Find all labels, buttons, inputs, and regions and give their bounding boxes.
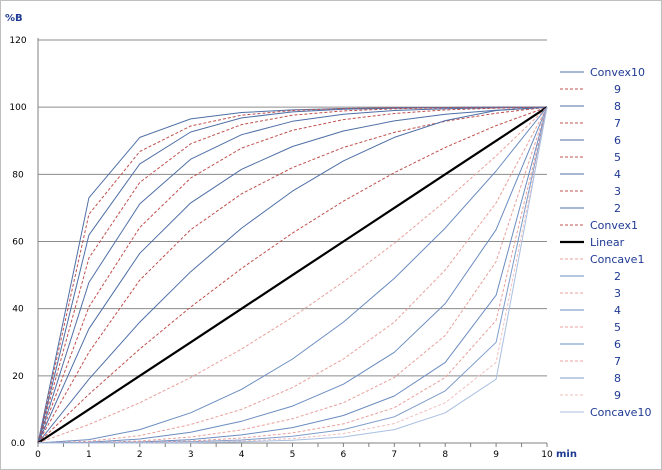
legend-label: 4 bbox=[614, 304, 621, 317]
series-line bbox=[37, 106, 548, 444]
legend-label: 9 bbox=[614, 83, 621, 96]
gridlines bbox=[38, 39, 547, 377]
legend-label: 6 bbox=[614, 338, 621, 351]
legend-label: 6 bbox=[614, 134, 621, 147]
x-tick-label: 2 bbox=[137, 450, 143, 460]
legend-label: Concave10 bbox=[590, 406, 651, 419]
series-line bbox=[37, 106, 548, 444]
x-tick-label: 8 bbox=[442, 450, 448, 460]
x-tick-label: 0 bbox=[35, 450, 41, 460]
series-line bbox=[38, 107, 548, 444]
y-tick-label: 80 bbox=[12, 170, 24, 180]
legend-label: 5 bbox=[614, 151, 621, 164]
series-line bbox=[37, 106, 548, 444]
series-line bbox=[37, 106, 547, 444]
tick-labels: 0.0 20 40 60 80 100 120 0 1 2 3 4 5 6 7 8 9 10 bbox=[9, 36, 553, 460]
x-tick-label: 1 bbox=[86, 450, 92, 460]
x-tick-label: 7 bbox=[391, 450, 397, 460]
legend-label: 7 bbox=[614, 117, 621, 130]
series-layer bbox=[37, 106, 548, 444]
y-tick-label: 100 bbox=[9, 103, 26, 113]
series-line bbox=[37, 106, 548, 444]
legend-label: 3 bbox=[614, 185, 621, 198]
legend-label: Concave1 bbox=[590, 253, 644, 266]
series-line bbox=[37, 106, 548, 444]
legend-label: Convex1 bbox=[590, 219, 638, 232]
legend-label: Linear bbox=[590, 236, 625, 249]
y-tick-label: 120 bbox=[9, 36, 26, 46]
y-tick-label: 0.0 bbox=[11, 439, 26, 449]
legend: Convex10 9 8 7 6 5 4 3 2 Convex1 Linear Concave1 2 3 4… bbox=[560, 66, 651, 419]
series-line bbox=[37, 106, 548, 444]
x-axis-label: min bbox=[556, 449, 577, 460]
y-tick-label: 40 bbox=[12, 305, 24, 315]
x-tick-label: 10 bbox=[541, 450, 553, 460]
x-tick-label: 5 bbox=[290, 450, 296, 460]
legend-label: 4 bbox=[614, 168, 621, 181]
series-line bbox=[37, 106, 548, 444]
legend-label: 9 bbox=[614, 389, 621, 402]
x-tick-label: 4 bbox=[239, 450, 245, 460]
x-tick-label: 6 bbox=[341, 450, 347, 460]
series-line bbox=[37, 107, 548, 444]
series-line bbox=[37, 106, 548, 444]
legend-label: 7 bbox=[614, 355, 621, 368]
legend-label: 8 bbox=[614, 372, 621, 385]
legend-label: 5 bbox=[614, 321, 621, 334]
y-tick-label: 20 bbox=[12, 372, 24, 382]
x-tick-label: 3 bbox=[188, 450, 194, 460]
legend-label: 2 bbox=[614, 270, 621, 283]
series-line bbox=[37, 107, 548, 444]
x-tick-label: 9 bbox=[493, 450, 499, 460]
series-line bbox=[37, 106, 548, 444]
y-axis-label: %B bbox=[5, 13, 23, 24]
legend-label: 8 bbox=[614, 100, 621, 113]
legend-label: 3 bbox=[614, 287, 621, 300]
series-line bbox=[37, 107, 548, 444]
legend-label: 2 bbox=[614, 202, 621, 215]
y-tick-label: 60 bbox=[12, 238, 24, 248]
series-line bbox=[37, 106, 548, 444]
legend-label: Convex10 bbox=[590, 66, 645, 79]
